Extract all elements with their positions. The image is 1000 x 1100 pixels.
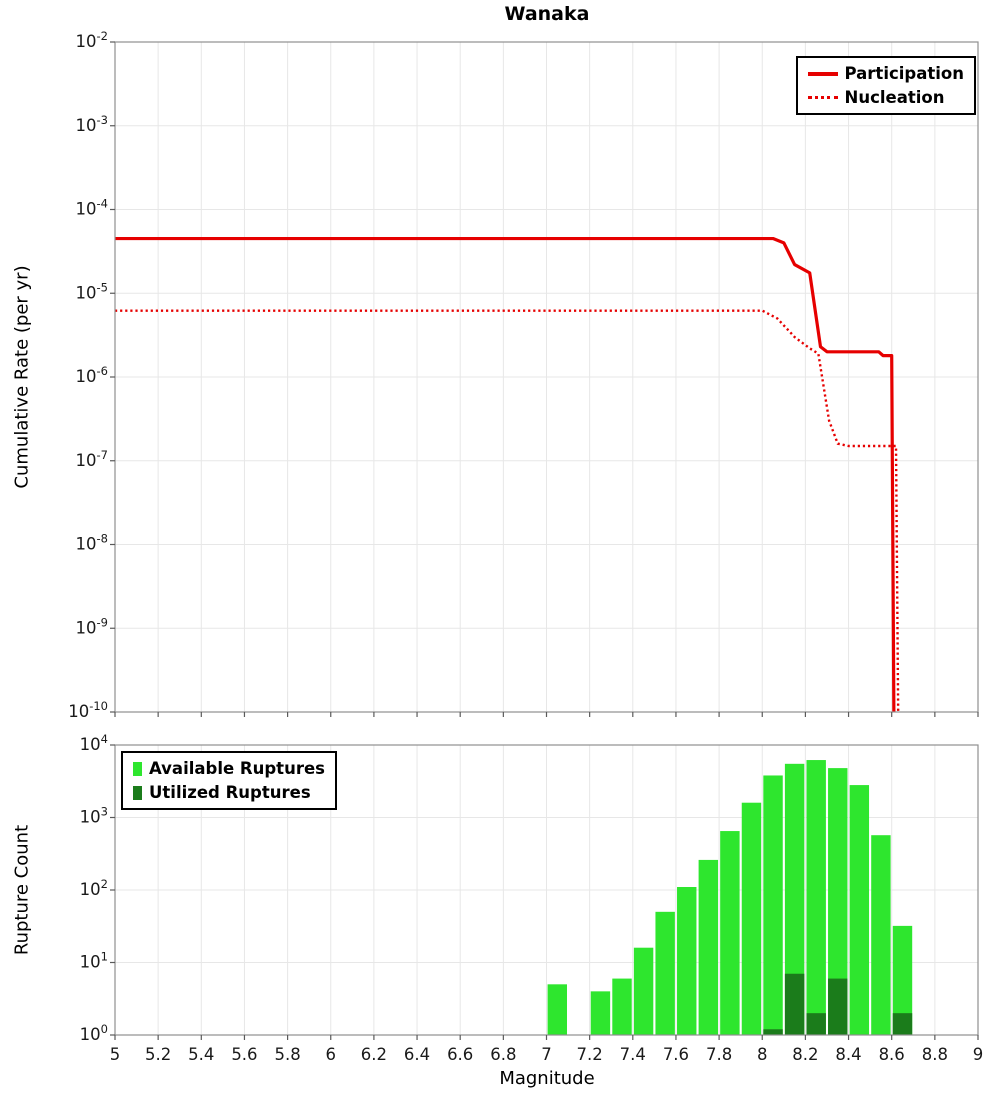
x-tick-label: 6.4 bbox=[404, 1045, 430, 1064]
bar-available-ruptures bbox=[612, 978, 632, 1035]
legend-item-utilized-ruptures: Utilized Ruptures bbox=[133, 783, 325, 802]
x-tick-label: 5 bbox=[110, 1045, 121, 1064]
x-tick-label: 5.8 bbox=[274, 1045, 300, 1064]
y-tick-label: 10-2 bbox=[76, 29, 108, 51]
x-tick-label: 7.2 bbox=[577, 1045, 603, 1064]
y-tick-label: 10-8 bbox=[76, 532, 108, 554]
x-tick-label: 7.8 bbox=[706, 1045, 732, 1064]
x-tick-label: 5.2 bbox=[145, 1045, 171, 1064]
y-tick-label: 10-4 bbox=[76, 197, 108, 219]
x-tick-label: 8.8 bbox=[922, 1045, 948, 1064]
y-axis-title-rate: Cumulative Rate (per yr) bbox=[11, 265, 33, 489]
bar-utilized-ruptures bbox=[828, 978, 848, 1035]
series-line-participation bbox=[115, 236, 896, 713]
x-tick-label: 7 bbox=[541, 1045, 552, 1064]
utilized-ruptures-swatch bbox=[133, 785, 142, 800]
y-tick-label: 100 bbox=[80, 1022, 108, 1044]
y-tick-label: 101 bbox=[80, 950, 108, 972]
legend-label-nucleation: Nucleation bbox=[844, 88, 945, 107]
bar-available-ruptures bbox=[677, 887, 697, 1035]
bar-utilized-ruptures bbox=[763, 1029, 783, 1035]
nucleation-line-swatch bbox=[807, 96, 838, 99]
y-tick-label: 10-3 bbox=[76, 113, 108, 135]
y-tick-label: 10-7 bbox=[76, 448, 108, 470]
x-tick-label: 8.2 bbox=[792, 1045, 818, 1064]
bar-available-ruptures bbox=[741, 802, 762, 1035]
bar-utilized-ruptures bbox=[784, 973, 805, 1035]
x-tick-label: 8.6 bbox=[879, 1045, 905, 1064]
series-line-nucleation bbox=[115, 309, 900, 713]
bar-available-ruptures bbox=[547, 984, 567, 1035]
bar-available-ruptures bbox=[849, 785, 870, 1035]
cumulative-rate-panel: 10-10 10-9 10-8 10-7 10-6 10-5 10-4 10-3 10-2 bbox=[68, 29, 979, 721]
bar-available-ruptures bbox=[698, 859, 719, 1035]
count-legend: Available Ruptures Utilized Ruptures bbox=[121, 751, 337, 810]
bar-utilized-ruptures bbox=[806, 1013, 826, 1035]
x-tick-label: 8 bbox=[757, 1045, 768, 1064]
bar-available-ruptures bbox=[806, 760, 826, 1035]
x-tick-label: 6.6 bbox=[447, 1045, 473, 1064]
bar-available-ruptures bbox=[720, 831, 740, 1035]
y-axis-title-count: Rupture Count bbox=[11, 824, 33, 956]
legend-item-nucleation: Nucleation bbox=[807, 88, 964, 107]
bar-available-ruptures bbox=[633, 947, 654, 1035]
bar-available-ruptures bbox=[655, 911, 675, 1035]
x-tick-label: 9 bbox=[973, 1045, 984, 1064]
chart-title: Wanaka bbox=[504, 3, 590, 25]
participation-line-swatch bbox=[807, 71, 838, 76]
bar-available-ruptures bbox=[784, 763, 805, 1035]
bar-available-ruptures bbox=[892, 925, 913, 1035]
y-tick-label: 104 bbox=[80, 732, 108, 754]
bar-available-ruptures bbox=[828, 768, 848, 1035]
bar-available-ruptures bbox=[871, 835, 891, 1035]
x-axis-title: Magnitude bbox=[499, 1068, 595, 1089]
x-tick-label: 7.6 bbox=[663, 1045, 689, 1064]
available-ruptures-swatch bbox=[133, 761, 142, 776]
y-tick-label: 10-6 bbox=[76, 364, 108, 386]
legend-item-available-ruptures: Available Ruptures bbox=[133, 759, 325, 778]
y-tick-label: 10-10 bbox=[68, 699, 108, 721]
x-tick-label: 6.8 bbox=[490, 1045, 516, 1064]
legend-item-participation: Participation bbox=[807, 64, 964, 83]
bar-available-ruptures bbox=[590, 991, 611, 1035]
legend-label-utilized-ruptures: Utilized Ruptures bbox=[149, 783, 311, 802]
x-tick-label: 5.6 bbox=[231, 1045, 257, 1064]
legend-label-participation: Participation bbox=[844, 64, 964, 83]
bar-available-ruptures bbox=[763, 775, 783, 1035]
x-tick-label: 7.4 bbox=[620, 1045, 646, 1064]
legend-label-available-ruptures: Available Ruptures bbox=[149, 759, 325, 778]
rate-legend: Participation Nucleation bbox=[795, 56, 976, 115]
y-tick-label: 10-9 bbox=[76, 615, 108, 637]
y-tick-label: 102 bbox=[80, 877, 108, 899]
bar-utilized-ruptures bbox=[892, 1013, 913, 1035]
x-tick-label: 6.2 bbox=[361, 1045, 387, 1064]
x-tick-label: 8.4 bbox=[835, 1045, 861, 1064]
y-tick-label: 10-5 bbox=[76, 280, 108, 302]
y-tick-label: 103 bbox=[80, 805, 108, 827]
x-tick-label: 6 bbox=[326, 1045, 337, 1064]
x-tick-label: 5.4 bbox=[188, 1045, 214, 1064]
